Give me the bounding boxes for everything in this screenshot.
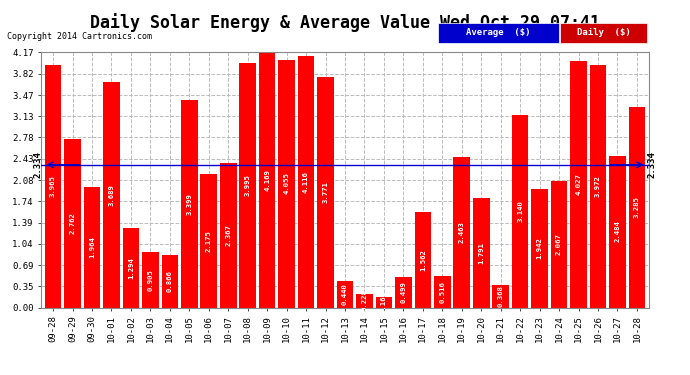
Bar [161, 255, 178, 308]
Bar [395, 277, 412, 308]
Text: 0.516: 0.516 [440, 281, 445, 303]
Bar [356, 294, 373, 308]
Bar [609, 156, 626, 308]
Text: 2.175: 2.175 [206, 230, 212, 252]
Bar [298, 56, 315, 308]
Text: 3.771: 3.771 [322, 181, 328, 203]
Bar [415, 212, 431, 308]
Text: 0.905: 0.905 [148, 269, 153, 291]
Text: 1.942: 1.942 [537, 237, 542, 259]
Text: 3.689: 3.689 [108, 184, 115, 206]
Bar [337, 280, 353, 308]
Text: 0.440: 0.440 [342, 283, 348, 305]
Text: 2.334: 2.334 [33, 152, 42, 178]
Text: Daily  ($): Daily ($) [577, 28, 630, 38]
Bar [317, 77, 334, 308]
Bar [434, 276, 451, 308]
Text: 4.055: 4.055 [284, 172, 290, 195]
Bar [181, 100, 197, 308]
Text: 2.484: 2.484 [615, 220, 620, 243]
Text: Copyright 2014 Cartronics.com: Copyright 2014 Cartronics.com [7, 32, 152, 41]
Text: 3.285: 3.285 [634, 196, 640, 218]
Bar [259, 53, 275, 308]
Text: 2.367: 2.367 [225, 224, 231, 246]
Text: 3.399: 3.399 [186, 193, 193, 214]
Text: 0.228: 0.228 [362, 290, 368, 312]
Text: Daily Solar Energy & Average Value Wed Oct 29 07:41: Daily Solar Energy & Average Value Wed O… [90, 13, 600, 32]
Text: 1.294: 1.294 [128, 257, 134, 279]
Bar [104, 82, 120, 308]
Text: 1.562: 1.562 [420, 249, 426, 271]
Text: 0.166: 0.166 [381, 291, 387, 314]
Bar [239, 63, 256, 308]
Bar [512, 116, 529, 308]
Text: 4.027: 4.027 [575, 173, 582, 195]
Bar [570, 61, 586, 308]
Bar [45, 65, 61, 308]
Text: 3.965: 3.965 [50, 176, 56, 197]
Text: 1.791: 1.791 [478, 242, 484, 264]
Text: 0.499: 0.499 [400, 281, 406, 303]
Bar [551, 181, 567, 308]
Bar [123, 228, 139, 308]
Bar [493, 285, 509, 308]
Text: 0.866: 0.866 [167, 270, 173, 292]
Text: 0.368: 0.368 [497, 285, 504, 307]
Text: 3.972: 3.972 [595, 175, 601, 197]
Bar [629, 106, 645, 308]
Bar [64, 139, 81, 308]
Text: 2.067: 2.067 [556, 233, 562, 255]
Text: 2.463: 2.463 [459, 221, 465, 243]
Bar [375, 297, 392, 307]
Text: 2.762: 2.762 [70, 212, 75, 234]
Text: 3.995: 3.995 [245, 174, 250, 196]
Text: 2.334: 2.334 [648, 152, 657, 178]
Bar [220, 163, 237, 308]
Bar [83, 188, 100, 308]
Bar [531, 189, 548, 308]
Text: 1.964: 1.964 [89, 237, 95, 258]
Bar [453, 157, 470, 308]
Text: Average  ($): Average ($) [466, 28, 531, 38]
Text: 4.116: 4.116 [303, 171, 309, 193]
Text: 4.169: 4.169 [264, 169, 270, 191]
Bar [590, 64, 607, 308]
Text: 3.140: 3.140 [517, 201, 523, 222]
Bar [142, 252, 159, 308]
Bar [201, 174, 217, 308]
Bar [473, 198, 489, 308]
Bar [278, 60, 295, 308]
